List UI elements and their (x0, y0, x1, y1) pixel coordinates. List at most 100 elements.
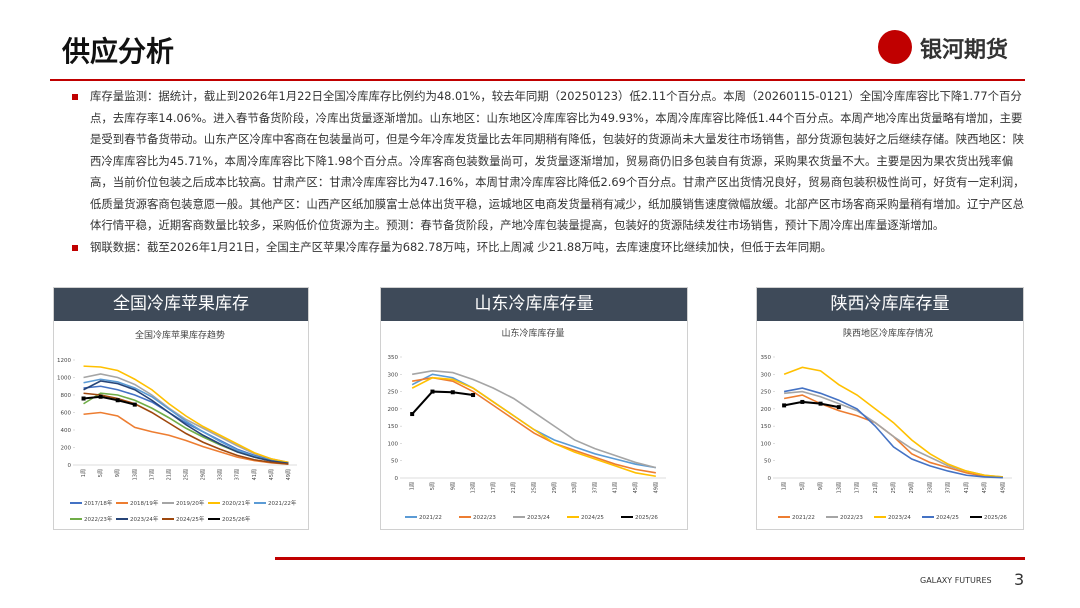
y-tick-label: 100 (388, 441, 399, 447)
panel: 山东冷库库存量 (380, 287, 688, 530)
chart-title: 陕西地区冷库库存情况 (843, 327, 933, 339)
x-tick-label: 21周 (511, 482, 517, 493)
x-tick-label: 25周 (532, 482, 538, 493)
point (132, 402, 137, 407)
x-tick-label: 1周 (81, 469, 87, 477)
y-tick-label: 300 (761, 372, 772, 378)
panel-heading: 山东冷库库存量 (381, 288, 687, 321)
bullet: 库存量监测：据统计，截止到2026年1月22日全国冷库库存比例约为48.01%，… (72, 86, 1030, 237)
y-tick-label: 300 (388, 372, 399, 378)
series-line (83, 385, 289, 464)
x-tick-label: 33周 (927, 482, 933, 493)
chart-title: 全国冷库苹果库存趋势 (135, 329, 225, 341)
divider (50, 79, 1025, 81)
x-tick-label: 41周 (252, 469, 258, 480)
y-tick-label: 200 (61, 446, 72, 452)
series-line (783, 400, 839, 409)
legend-label: 2020/21年 (222, 499, 251, 507)
logo (878, 30, 912, 64)
x-tick-label: 45周 (982, 482, 988, 493)
point (782, 403, 787, 408)
y-tick-label: 250 (761, 390, 772, 396)
x-tick-label: 25周 (891, 482, 897, 493)
point (818, 401, 823, 406)
series-line (784, 390, 1003, 478)
panel-heading: 陕西冷库库存量 (757, 288, 1023, 321)
legend-label: 2022/23 (473, 515, 496, 521)
x-tick-label: 37周 (235, 469, 241, 480)
x-tick-label: 17周 (855, 482, 861, 493)
footer-line (275, 557, 1025, 560)
brand: 银河期货 (920, 38, 1009, 63)
x-tick-label: 29周 (552, 482, 558, 493)
point (800, 399, 805, 404)
point (450, 390, 455, 395)
x-tick-label: 29周 (201, 469, 207, 480)
y-tick-label: 0 (768, 476, 772, 482)
legend-label: 2022/23 (840, 515, 863, 521)
x-tick-label: 41周 (613, 482, 619, 493)
y-tick-label: 350 (388, 355, 399, 361)
x-tick-label: 45周 (633, 482, 639, 493)
x-tick-label: 41周 (964, 482, 970, 493)
series-line (412, 370, 657, 469)
legend-label: 2025/26 (984, 515, 1007, 521)
x-tick-label: 49周 (1000, 482, 1006, 493)
panel: 全国冷库苹果库存 (53, 287, 309, 530)
x-tick-label: 21周 (873, 482, 879, 493)
x-tick-label: 9周 (450, 482, 456, 490)
legend-label: 2023/24 (888, 515, 911, 521)
bullet: 钢联数据：截至2026年1月21日，全国主产区苹果冷库存量为682.78万吨，环… (72, 237, 1030, 259)
legend-label: 2025/26 (635, 515, 658, 521)
series-line (83, 380, 289, 465)
legend-label: 2024/25 (936, 515, 959, 521)
y-tick-label: 0 (68, 463, 72, 469)
x-tick-label: 5周 (430, 482, 436, 490)
legend-label: 2018/19年 (130, 499, 159, 507)
x-tick-label: 21周 (166, 469, 172, 480)
x-tick-label: 1周 (782, 482, 788, 490)
page-number: 3 (1014, 570, 1025, 589)
x-tick-label: 13周 (132, 469, 138, 480)
x-tick-label: 13周 (471, 482, 477, 493)
panel: 陕西冷库库存量 (756, 287, 1024, 530)
legend-label: 2021/22年 (268, 499, 297, 507)
x-tick-label: 17周 (491, 482, 497, 493)
point (471, 393, 476, 398)
series-line (83, 378, 289, 465)
x-tick-label: 13周 (836, 482, 842, 493)
y-tick-label: 0 (395, 476, 399, 482)
y-tick-label: 250 (388, 390, 399, 396)
series-line (411, 373, 656, 469)
x-tick-label: 37周 (592, 482, 598, 493)
x-tick-label: 49周 (286, 469, 292, 480)
chart-title: 山东冷库库存量 (501, 327, 564, 339)
y-tick-label: 400 (61, 428, 72, 434)
x-tick-label: 25周 (184, 469, 190, 480)
point (115, 398, 120, 403)
legend-label: 2024/25 (581, 515, 604, 521)
x-tick-label: 49周 (653, 482, 659, 493)
x-tick-label: 37周 (946, 482, 952, 493)
bullets: 库存量监测：据统计，截止到2026年1月22日全国冷库库存比例约为48.01%，… (72, 86, 1030, 259)
y-tick-label: 50 (764, 459, 771, 465)
x-tick-label: 29周 (909, 482, 915, 493)
series-line (83, 411, 289, 465)
x-tick-label: 5周 (98, 469, 104, 477)
series-line (83, 392, 289, 465)
y-tick-label: 200 (761, 407, 772, 413)
y-tick-label: 600 (61, 411, 72, 417)
panel-heading: 全国冷库苹果库存 (54, 288, 308, 321)
x-tick-label: 9周 (818, 482, 824, 490)
series-line (411, 376, 656, 478)
point (430, 389, 435, 394)
legend-label: 2022/23年 (84, 515, 113, 523)
series-line (783, 366, 1003, 478)
point (410, 412, 415, 417)
legend-label: 2017/18年 (84, 499, 113, 507)
point (81, 396, 86, 401)
y-tick-label: 150 (388, 424, 399, 430)
y-tick-label: 200 (388, 407, 399, 413)
